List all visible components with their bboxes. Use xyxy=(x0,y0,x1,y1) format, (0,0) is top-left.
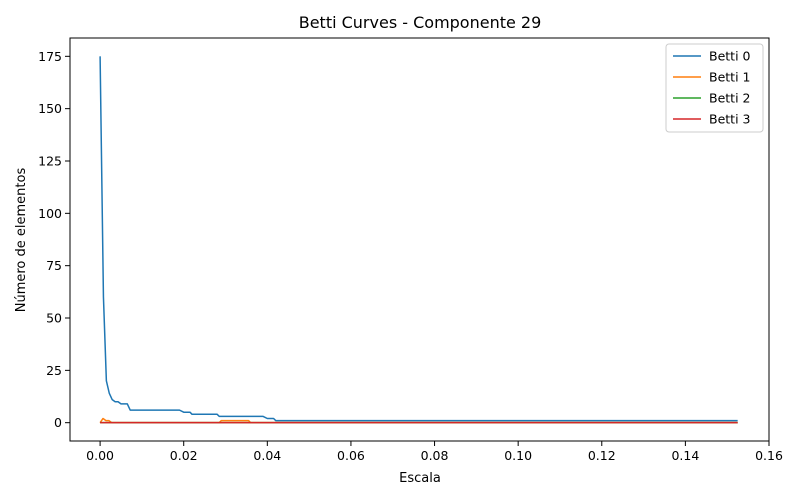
y-axis: 0 25 50 75 100 125 150 175 xyxy=(38,49,70,430)
y-axis-label: Número de elementos xyxy=(14,168,29,313)
y-tick-label: 175 xyxy=(38,49,62,64)
x-tick-label: 0.08 xyxy=(421,448,449,463)
x-tick-label: 0.06 xyxy=(337,448,365,463)
x-axis-label: Escala xyxy=(399,471,441,486)
x-tick-label: 0.10 xyxy=(504,448,532,463)
chart-title: Betti Curves - Componente 29 xyxy=(299,13,542,32)
legend-box xyxy=(665,43,764,133)
y-tick-label: 125 xyxy=(38,153,62,168)
y-tick-label: 25 xyxy=(46,363,62,378)
series-line-betti-0 xyxy=(99,56,738,422)
legend: Betti 0 Betti 1 Betti 2 Betti 3 xyxy=(665,43,764,133)
legend-entry-label: Betti 1 xyxy=(709,70,750,85)
x-tick-label: 0.12 xyxy=(588,448,616,463)
x-axis: 0.00 0.02 0.04 0.06 0.08 0.10 0.12 0.14 0.16 xyxy=(86,441,783,463)
x-tick-label: 0.16 xyxy=(755,448,783,463)
y-tick-label: 50 xyxy=(46,311,62,326)
legend-entry-label: Betti 0 xyxy=(709,49,751,64)
legend-entry-label: Betti 3 xyxy=(709,112,750,127)
y-tick-label: 0 xyxy=(54,415,62,430)
x-tick-label: 0.14 xyxy=(671,448,699,463)
series-lines xyxy=(99,56,738,424)
y-tick-label: 75 xyxy=(46,258,62,273)
x-tick-label: 0.00 xyxy=(86,448,114,463)
x-tick-label: 0.02 xyxy=(170,448,198,463)
x-tick-label: 0.04 xyxy=(253,448,281,463)
legend-entry-label: Betti 2 xyxy=(709,91,750,106)
y-tick-label: 100 xyxy=(38,206,62,221)
plot-area xyxy=(69,37,770,442)
y-tick-label: 150 xyxy=(38,101,62,116)
